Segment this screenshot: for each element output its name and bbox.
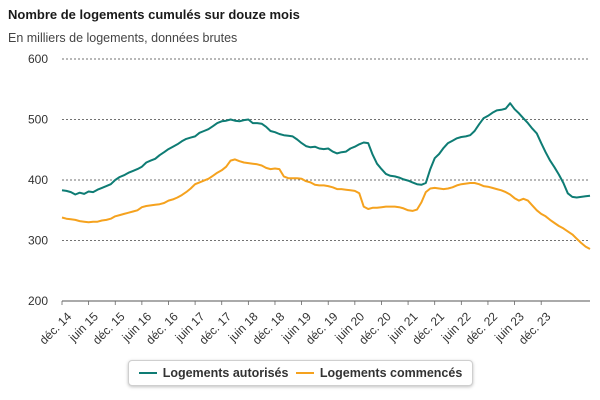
legend-swatch-autorises: [138, 372, 157, 374]
chart-legend: Logements autorisés Logements commencés: [128, 360, 473, 386]
legend-label-commences: Logements commencés: [319, 366, 463, 380]
legend-item-autorises[interactable]: Logements autorisés: [138, 366, 289, 380]
legend-swatch-commences: [295, 372, 314, 374]
y-tick-label: 300: [28, 234, 48, 248]
legend-item-commences[interactable]: Logements commencés: [295, 366, 463, 380]
y-tick-label: 500: [28, 113, 48, 127]
chart-subtitle: En milliers de logements, données brutes: [8, 31, 238, 45]
series-line-commences[interactable]: [61, 158, 591, 250]
chart-title: Nombre de logements cumulés sur douze mo…: [8, 7, 300, 22]
legend-label-autorises: Logements autorisés: [162, 366, 289, 380]
x-tick-label: déc. 14: [37, 309, 75, 347]
y-tick-label: 400: [28, 173, 48, 187]
y-tick-label: 200: [28, 294, 48, 308]
series-line-autorises[interactable]: [61, 102, 591, 199]
y-tick-label: 600: [28, 52, 48, 66]
